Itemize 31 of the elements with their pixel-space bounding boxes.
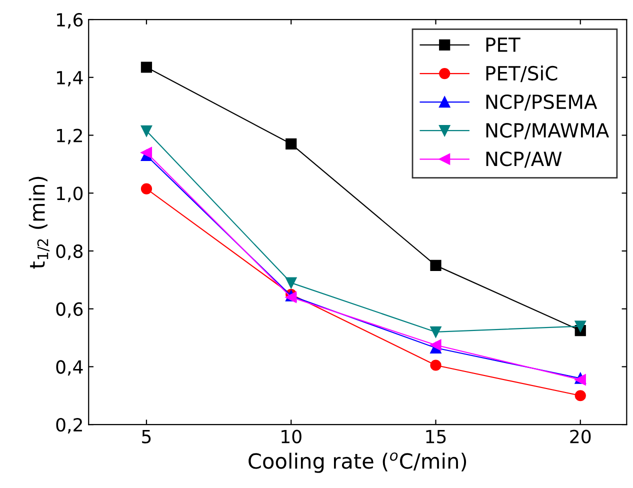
x-axis-title: Cooling rate ($^{o}$C/min) bbox=[248, 452, 466, 473]
y-tick-label: 1,0 bbox=[57, 186, 83, 202]
y-tick-label: 1,2 bbox=[57, 128, 82, 144]
y-tick-label: 0,6 bbox=[56, 302, 83, 318]
x-tick-label: 20 bbox=[570, 430, 591, 444]
legend-label: PET/SiC bbox=[486, 66, 558, 82]
x-tick-label: 10 bbox=[282, 430, 302, 444]
point bbox=[574, 320, 586, 332]
point bbox=[140, 147, 152, 158]
legend-label: NCP/AW bbox=[486, 152, 562, 168]
point bbox=[430, 260, 442, 271]
legend-label: NCP/MAWMA bbox=[486, 122, 610, 140]
x-tick-label: 5 bbox=[142, 430, 151, 444]
legend-label: PET bbox=[486, 38, 520, 52]
y-tick-label: 0,4 bbox=[56, 360, 83, 376]
point bbox=[140, 125, 152, 136]
y-tick-label: 0,8 bbox=[56, 244, 83, 260]
point bbox=[430, 326, 442, 338]
point bbox=[286, 138, 297, 150]
y-tick-label: 1,6 bbox=[57, 12, 83, 28]
x-tick-label: 15 bbox=[426, 430, 446, 444]
point bbox=[430, 339, 442, 351]
y-tick-label: 1,4 bbox=[57, 71, 83, 86]
point bbox=[430, 360, 442, 371]
y-tick-label: 0,2 bbox=[56, 418, 82, 434]
y-axis-title: t$_{1/2}$ (min) bbox=[28, 176, 50, 269]
point bbox=[286, 277, 297, 288]
point bbox=[140, 183, 152, 194]
point bbox=[574, 390, 586, 402]
point bbox=[140, 62, 152, 73]
legend-label: NCP/PSEMA bbox=[486, 94, 598, 111]
